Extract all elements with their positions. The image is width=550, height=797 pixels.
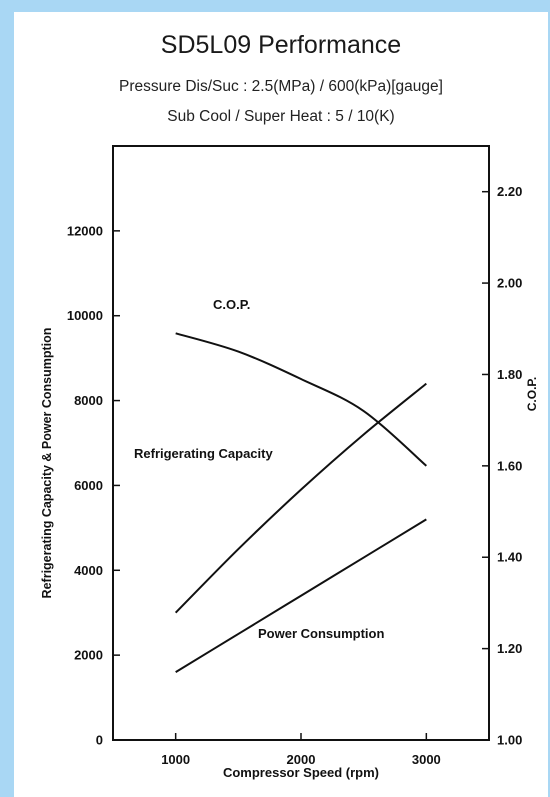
- performance-chart: 1000 2000 3000 0 2000 4000 6000 8000 10000 12000 1…: [40, 145, 539, 780]
- y-left-tick-label: 4000: [74, 563, 103, 578]
- x-tick-label: 2000: [287, 752, 316, 767]
- y-axis-title-left: Refrigerating Capacity & Power Consumpti…: [40, 328, 54, 599]
- chart-subtitle-subcool: Sub Cool / Super Heat : 5 / 10(K): [167, 108, 395, 125]
- chart-subtitle-pressure: Pressure Dis/Suc : 2.5(MPa) / 600(kPa)[g…: [119, 78, 443, 95]
- axis-ticks: 1000 2000 3000 0 2000 4000 6000 8000 10000 12000 1…: [67, 184, 522, 767]
- y-right-tick-label: 1.80: [497, 367, 522, 382]
- series-line-refrigerating-capacity: [174, 382, 427, 614]
- chart-panel: SD5L09 Performance Pressure Dis/Suc : 2.…: [14, 12, 548, 797]
- series-label-refrigerating-capacity: Refrigerating Capacity: [134, 446, 273, 461]
- x-tick-label: 1000: [161, 752, 190, 767]
- x-tick-label: 3000: [412, 752, 441, 767]
- series-lines: [174, 332, 427, 673]
- y-left-tick-label: 2000: [74, 648, 103, 663]
- y-left-tick-label: 12000: [67, 223, 103, 238]
- y-right-tick-label: 1.40: [497, 550, 522, 565]
- y-right-tick-label: 2.20: [497, 184, 522, 199]
- y-left-tick-label: 10000: [67, 308, 103, 323]
- x-axis-title: Compressor Speed (rpm): [223, 765, 379, 780]
- y-right-tick-label: 2.00: [497, 276, 522, 291]
- y-left-tick-label: 8000: [74, 393, 103, 408]
- series-label-power-consumption: Power Consumption: [258, 626, 384, 641]
- series-label-cop: C.O.P.: [213, 297, 250, 312]
- y-right-tick-label: 1.00: [497, 733, 522, 748]
- y-left-tick-label: 0: [96, 733, 103, 748]
- y-right-tick-label: 1.60: [497, 458, 522, 473]
- series-line-c-o-p: [175, 332, 427, 467]
- y-axis-title-right: C.O.P.: [525, 377, 539, 411]
- series-line-power-consumption: [175, 518, 427, 673]
- y-left-tick-label: 6000: [74, 478, 103, 493]
- chart-title: SD5L09 Performance: [160, 31, 402, 59]
- y-right-tick-label: 1.20: [497, 641, 522, 656]
- plot-frame: [112, 145, 490, 741]
